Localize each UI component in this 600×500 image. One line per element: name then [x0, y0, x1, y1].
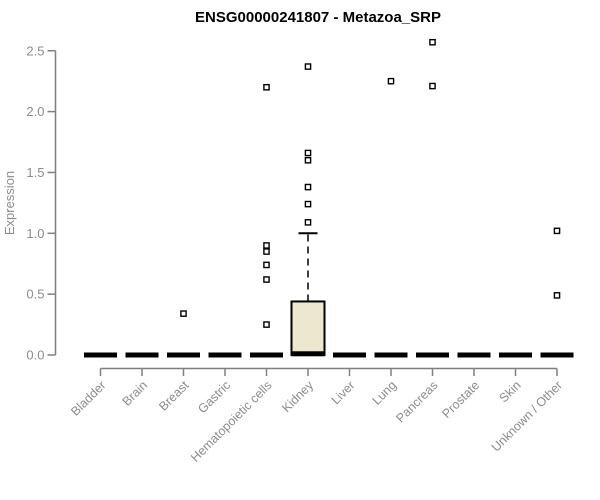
x-category-label: Hematopoietic cells	[188, 378, 275, 465]
outlier-point	[263, 321, 270, 328]
median-bar	[499, 352, 532, 358]
y-tick-label: 2.5	[26, 43, 44, 58]
median-bar	[333, 352, 366, 358]
x-category-label: Lung	[370, 378, 400, 408]
median-bar	[208, 352, 242, 358]
outlier-point	[263, 276, 270, 283]
median-bar	[125, 352, 159, 358]
x-category-label: Breast	[156, 378, 192, 414]
median-bar	[374, 352, 408, 358]
median-bar	[84, 352, 117, 358]
x-category-label: Brain	[120, 378, 151, 409]
outlier-point	[304, 183, 312, 191]
outlier-point	[304, 149, 312, 157]
outlier-point	[263, 83, 270, 91]
outlier-point	[304, 63, 312, 70]
median-bar	[416, 352, 449, 358]
x-category-label: Gastric	[195, 378, 233, 416]
median-bar	[250, 352, 283, 358]
chart-title: ENSG00000241807 - Metazoa_SRP	[195, 9, 441, 26]
box-kidney	[290, 300, 326, 356]
x-category-label: Pancreas	[393, 378, 440, 425]
x-category-label: Kidney	[279, 378, 316, 415]
y-tick-label: 0.0	[26, 348, 44, 363]
y-tick-label: 0.5	[26, 287, 44, 302]
y-tick-label: 2.0	[26, 104, 44, 119]
outlier-point	[553, 227, 561, 235]
outlier-point	[304, 219, 312, 226]
plot-area: 0.0 0.5 1.0 1.5 2.0 2.5 Bladder Brain Breast Gast…	[26, 38, 574, 465]
median-bar	[291, 351, 325, 357]
outlier-point	[429, 38, 436, 46]
median-bar	[167, 352, 200, 358]
outlier-point	[387, 77, 395, 85]
outlier-point	[263, 261, 270, 269]
x-category-label: Unknown / Other	[489, 378, 565, 454]
outlier-point	[304, 156, 312, 164]
outlier-point	[263, 242, 270, 249]
outlier-point	[304, 200, 312, 208]
x-category-label: Prostate	[439, 378, 482, 421]
median-bar	[457, 352, 491, 358]
y-tick-label: 1.0	[26, 226, 44, 241]
outlier-point	[180, 310, 187, 317]
outlier-point	[553, 292, 561, 299]
x-category-label: Bladder	[68, 378, 108, 418]
y-axis-title: Expression	[2, 171, 17, 235]
x-category-label: Skin	[497, 378, 524, 405]
y-tick-label: 1.5	[26, 165, 44, 180]
outlier-point	[263, 248, 270, 255]
median-bar	[540, 352, 574, 358]
x-category-label: Liver	[329, 378, 358, 407]
outlier-point	[429, 82, 436, 90]
